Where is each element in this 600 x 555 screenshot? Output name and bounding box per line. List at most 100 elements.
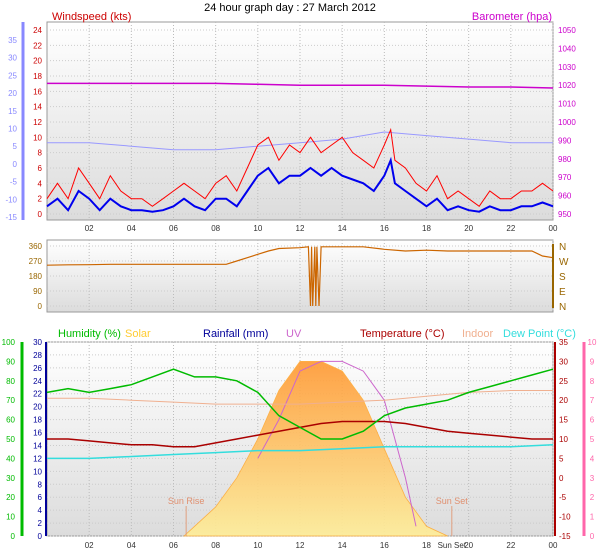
- x-tick-label: 10: [253, 224, 262, 233]
- x-tick-label: 18: [422, 224, 431, 233]
- x-tick-label: 22: [506, 224, 515, 233]
- x-tick-label: 14: [338, 541, 347, 550]
- rain-tick-label: 20: [33, 403, 42, 412]
- uv-tick-label: 4: [590, 454, 595, 463]
- baro-tick-label: 1050: [558, 26, 576, 35]
- wind-tick-label: 24: [33, 26, 42, 35]
- rain-tick-label: 0: [38, 532, 43, 541]
- legend-label: Rainfall (mm): [203, 328, 268, 340]
- sunset-label: Sun Set: [436, 496, 469, 506]
- x-tick-label: 16: [380, 541, 389, 550]
- dir-tick-label: 180: [29, 272, 43, 281]
- humidity-tick-label: 60: [6, 416, 15, 425]
- uv-tick-label: 0: [590, 532, 595, 541]
- rain-tick-label: 18: [33, 416, 42, 425]
- dir-tick-label: 360: [29, 242, 43, 251]
- x-tick-label: 10: [253, 541, 262, 550]
- dewpoint-line: [47, 444, 554, 460]
- temp-tick-label: -5: [559, 493, 567, 502]
- wind-tick-label: 18: [33, 72, 42, 81]
- outer-tick-label: -5: [10, 178, 18, 187]
- wind-tick-label: 10: [33, 133, 42, 142]
- x-tick-label: 08: [211, 541, 220, 550]
- x-tick-label: 08: [211, 224, 220, 233]
- baro-tick-label: 1000: [558, 118, 576, 127]
- wind-direction-line: [46, 246, 554, 307]
- legend-label: UV: [286, 328, 302, 340]
- temp-tick-label: -15: [559, 532, 571, 541]
- x-tick-label: 04: [127, 224, 136, 233]
- rain-tick-label: 30: [33, 338, 42, 347]
- x-tick-label: 12: [296, 541, 305, 550]
- outer-tick-label: 25: [8, 71, 17, 80]
- rain-tick-label: 2: [38, 519, 43, 528]
- uv-tick-label: 6: [590, 416, 595, 425]
- humidity-tick-label: 90: [6, 357, 15, 366]
- compass-label: E: [559, 287, 566, 298]
- compass-label: N: [559, 242, 566, 253]
- uv-line: [257, 360, 417, 527]
- uv-tick-label: 9: [590, 357, 595, 366]
- wind-tick-label: 20: [33, 57, 42, 66]
- wind-tick-label: 2: [38, 195, 43, 204]
- wind-tick-label: 14: [33, 103, 42, 112]
- avg-wind-line: [46, 156, 554, 213]
- outer-tick-label: 0: [13, 160, 18, 169]
- dir-tick-label: 90: [33, 287, 42, 296]
- outer-tick-label: 30: [8, 54, 17, 63]
- baro-tick-label: 980: [558, 155, 572, 164]
- x-tick-label: 02: [85, 224, 94, 233]
- sunset-tick-label: Sun Set: [438, 541, 467, 550]
- x-tick-label: 02: [85, 541, 94, 550]
- compass-label: S: [559, 272, 566, 283]
- wind-tick-label: 4: [38, 179, 43, 188]
- wind-tick-label: 0: [38, 210, 43, 219]
- dir-tick-label: 270: [29, 257, 43, 266]
- legend-label: Indoor: [462, 328, 494, 340]
- baro-tick-label: 950: [558, 210, 572, 219]
- uv-tick-label: 1: [590, 513, 595, 522]
- wind-tick-label: 22: [33, 41, 42, 50]
- legend-label: Solar: [125, 328, 151, 340]
- outer-tick-label: 5: [13, 142, 18, 151]
- legend-label: Humidity (%): [58, 328, 121, 340]
- baro-tick-label: 960: [558, 192, 572, 201]
- rain-tick-label: 24: [33, 377, 42, 386]
- rain-tick-label: 4: [38, 506, 43, 515]
- legend-label: Dew Point (°C): [503, 328, 576, 340]
- compass-label: N: [559, 302, 566, 313]
- legend-label: Temperature (°C): [360, 328, 444, 340]
- barometer-line: [47, 82, 554, 89]
- rain-tick-label: 6: [38, 493, 43, 502]
- uv-tick-label: 3: [590, 474, 595, 483]
- wind-title: Windspeed (kts): [52, 11, 131, 23]
- rain-tick-label: 14: [33, 441, 42, 450]
- humidity-tick-label: 50: [6, 435, 15, 444]
- outer-tick-label: 20: [8, 89, 17, 98]
- humidity-tick-label: 40: [6, 454, 15, 463]
- x-tick-label: 00: [549, 541, 558, 550]
- wind-tick-label: 6: [38, 164, 43, 173]
- x-tick-label: 06: [169, 224, 178, 233]
- outer-tick-label: 10: [8, 125, 17, 134]
- outer-tick-label: 35: [8, 36, 17, 45]
- baro-tick-label: 990: [558, 136, 572, 145]
- baro-tick-label: 970: [558, 173, 572, 182]
- temp-tick-label: 5: [559, 454, 564, 463]
- uv-tick-label: 10: [588, 338, 597, 347]
- rain-tick-label: 12: [33, 454, 42, 463]
- humidity-tick-label: 0: [11, 532, 16, 541]
- rain-tick-label: 28: [33, 351, 42, 360]
- x-tick-label: 04: [127, 541, 136, 550]
- x-tick-label: 18: [422, 541, 431, 550]
- temp-tick-label: -10: [559, 513, 571, 522]
- rain-tick-label: 22: [33, 390, 42, 399]
- rain-tick-label: 26: [33, 364, 42, 373]
- x-tick-label: 12: [296, 224, 305, 233]
- x-tick-label: 14: [338, 224, 347, 233]
- rain-tick-label: 16: [33, 429, 42, 438]
- gust-line: [46, 127, 554, 208]
- humidity-tick-label: 100: [2, 338, 16, 347]
